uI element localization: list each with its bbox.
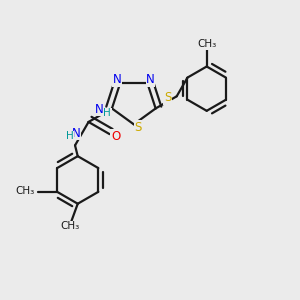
Text: CH₃: CH₃ — [60, 221, 80, 231]
Text: CH₃: CH₃ — [198, 39, 217, 49]
Text: N: N — [71, 127, 80, 140]
Text: O: O — [111, 130, 120, 143]
Text: S: S — [134, 121, 142, 134]
Text: H: H — [103, 108, 111, 118]
Text: S: S — [164, 91, 171, 104]
Text: N: N — [95, 103, 104, 116]
Text: N: N — [113, 73, 122, 86]
Text: N: N — [146, 73, 155, 86]
Text: CH₃: CH₃ — [16, 186, 35, 196]
Text: H: H — [66, 131, 74, 141]
